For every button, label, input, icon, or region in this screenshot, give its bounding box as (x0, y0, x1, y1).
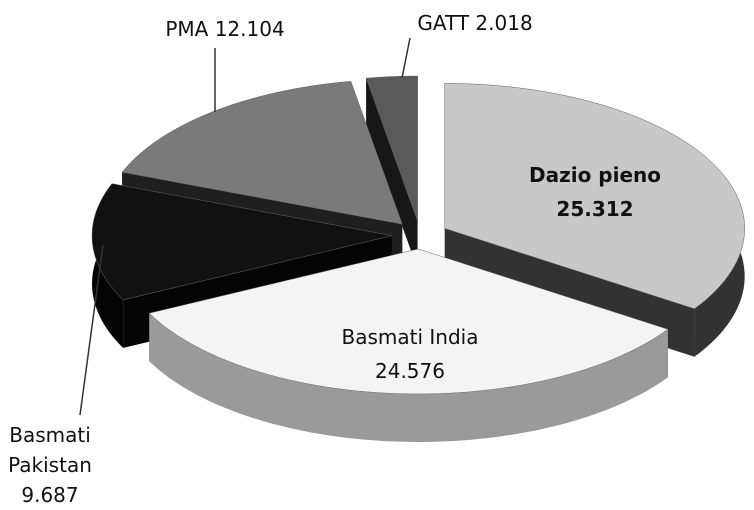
value-label: 9.687 (21, 483, 79, 507)
value-label: 25.312 (556, 197, 634, 221)
value-label: 12.104 (214, 17, 285, 41)
category-label: Dazio pieno (528, 163, 661, 187)
slice (148, 248, 669, 442)
value-label: 24.576 (375, 359, 445, 383)
slice-label: Basmati Pakistan 9.687 (5, 420, 95, 510)
slice-label: PMA 12.104 (140, 12, 310, 46)
slice-label: Dazio pieno 25.312 (510, 158, 680, 226)
leader-line (401, 37, 411, 79)
category-label: GATT (417, 11, 470, 35)
slice-top (121, 81, 403, 225)
category-label: PMA (165, 17, 209, 41)
slice-side (149, 313, 668, 442)
slice-top (91, 183, 393, 301)
category-label: Basmati Pakistan (8, 423, 92, 477)
slice-label: GATT 2.018 (395, 6, 555, 40)
slice-top (444, 83, 745, 310)
category-label: Basmati India (341, 325, 479, 349)
slice (365, 75, 418, 270)
slice-label: Basmati India 24.576 (320, 320, 500, 388)
slices (91, 75, 745, 442)
value-label: 2.018 (475, 11, 533, 35)
slice-face (366, 78, 418, 270)
leader-line (79, 244, 104, 416)
slice-top (148, 248, 669, 395)
slice-top (365, 75, 418, 222)
